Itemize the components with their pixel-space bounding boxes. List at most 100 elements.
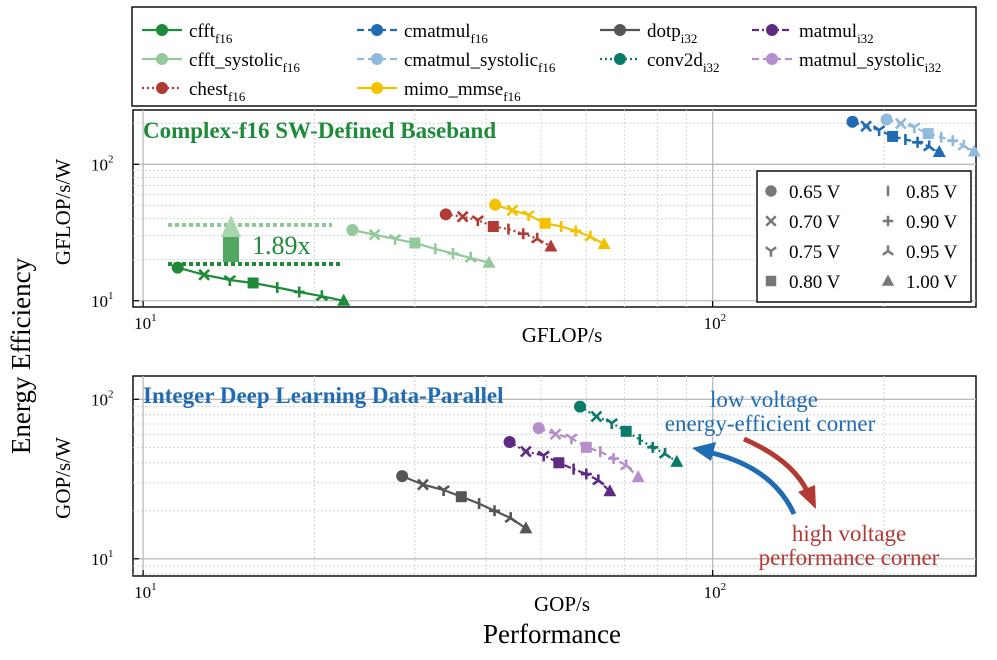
data-point-cfft_systolic_f16	[388, 233, 402, 245]
series-cmatmul_systolic_f16	[880, 113, 981, 157]
data-point-cmatmul_systolic_f16	[880, 113, 893, 126]
low-voltage-label: low voltage	[710, 387, 818, 412]
data-point-dotp_i32	[489, 505, 501, 517]
series-chest_f16	[439, 208, 558, 252]
data-point-conv2d_i32	[647, 441, 659, 453]
voltage-marker-tri_up_thin	[882, 245, 894, 256]
data-point-matmul_i32	[519, 445, 532, 458]
deep-learning-title: Integer Deep Learning Data-Parallel	[143, 383, 503, 408]
legend-label: mimo_mmsef16	[404, 79, 521, 104]
data-point-cmatmul_f16	[922, 140, 936, 152]
legend-marker	[156, 24, 168, 36]
data-point-cfft_f16	[293, 286, 305, 298]
data-point-conv2d_i32	[670, 454, 684, 467]
data-point-cmatmul_systolic_f16	[967, 144, 981, 157]
data-point-dotp_i32	[504, 512, 517, 524]
voltage-label: 1.00 V	[906, 272, 958, 293]
series-cfft_f16	[171, 261, 351, 306]
voltage-marker-x	[765, 215, 777, 227]
data-point-matmul_systolic_i32	[549, 428, 562, 441]
data-point-chest_f16	[530, 232, 544, 244]
voltage-entry: 0.80 V	[765, 272, 841, 293]
voltage-entry: 0.75 V	[765, 242, 841, 263]
legend-entry-mimo_mmse_f16: mimo_mmsef16	[357, 79, 521, 104]
voltage-entry: 0.95 V	[882, 242, 958, 263]
legend-entry-cfft_systolic_f16: cfft_systolicf16	[142, 50, 300, 75]
top-x-tick-label: 101	[134, 312, 157, 333]
voltage-entry: 1.00 V	[881, 272, 958, 293]
corner-annotation: low voltage energy-efficient corner high…	[665, 387, 940, 570]
data-point-cfft_systolic_f16	[368, 228, 381, 241]
energy-corner-label: energy-efficient corner	[665, 411, 876, 436]
data-point-cfft_f16	[171, 261, 184, 274]
data-point-cfft_f16	[198, 268, 211, 281]
data-point-cfft_f16	[223, 274, 237, 286]
performance-corner-label: performance corner	[759, 545, 940, 570]
series-legend: cfftf16 cmatmulf16 dotpi32 matmuli32cfft_sy…	[131, 6, 977, 107]
data-point-chest_f16	[517, 228, 529, 240]
data-point-matmul_i32	[580, 468, 592, 480]
voltage-label: 0.85 V	[906, 182, 958, 203]
voltage-marker-triangle	[881, 274, 895, 286]
data-point-matmul_systolic_i32	[580, 441, 592, 453]
to-performance-arrow	[742, 436, 810, 493]
top-x-tick-label: 102	[704, 312, 727, 333]
voltage-legend: 0.65 V 0.70 V 0.75 V 0.80 V 0.85 V 0.90 V 0.95…	[756, 170, 972, 303]
legend-label: matmul_systolici32	[799, 50, 941, 75]
data-point-mimo_mmse_f16	[584, 230, 597, 242]
legend-marker	[614, 24, 626, 36]
data-point-mimo_mmse_f16	[597, 237, 611, 250]
legend-marker	[614, 53, 626, 65]
top-y-tick-label: 101	[91, 290, 114, 311]
top-y-tick-label: 102	[91, 153, 114, 174]
data-point-cmatmul_systolic_f16	[947, 135, 959, 147]
bottom-y-tick-label: 102	[91, 388, 114, 409]
data-point-cfft_systolic_f16	[482, 255, 496, 268]
data-point-dotp_i32	[437, 484, 450, 496]
data-point-cmatmul_systolic_f16	[894, 117, 907, 130]
data-point-matmul_systolic_i32	[565, 433, 578, 445]
data-point-cmatmul_systolic_f16	[957, 139, 971, 151]
data-point-matmul_systolic_i32	[631, 470, 645, 483]
data-point-cfft_systolic_f16	[409, 237, 421, 249]
series-line-cfft_f16	[177, 266, 344, 302]
data-point-conv2d_i32	[620, 425, 632, 437]
baseband-panel: Complex-f16 SW-Defined Baseband GFLOP/s …	[51, 109, 981, 347]
data-point-cmatmul_f16	[860, 120, 873, 133]
series-matmul_i32	[503, 435, 617, 497]
voltage-marker-plus	[882, 215, 894, 227]
data-point-cmatmul_f16	[846, 115, 859, 128]
data-point-cfft_f16	[247, 277, 259, 289]
baseband-title: Complex-f16 SW-Defined Baseband	[143, 118, 496, 143]
voltage-entry: 0.70 V	[765, 212, 841, 233]
data-point-dotp_i32	[417, 478, 429, 491]
data-point-chest_f16	[456, 210, 469, 223]
legend-label: cfft_systolicf16	[189, 50, 300, 75]
data-point-matmul_i32	[592, 474, 605, 486]
data-point-matmul_i32	[503, 435, 516, 448]
data-point-conv2d_i32	[658, 447, 672, 459]
data-point-dotp_i32	[396, 470, 409, 483]
data-point-chest_f16	[439, 208, 452, 221]
high-voltage-label: high voltage	[792, 521, 906, 546]
improvement-label: 1.89x	[252, 231, 311, 260]
series-dotp_i32	[396, 470, 533, 534]
voltage-label: 0.75 V	[789, 242, 841, 263]
legend-entry-cmatmul_systolic_f16: cmatmul_systolicf16	[357, 50, 556, 75]
legend-marker	[371, 24, 383, 36]
legend-marker	[766, 53, 778, 65]
data-point-mimo_mmse_f16	[489, 198, 502, 211]
figure-xlabel: Performance	[483, 619, 621, 649]
bottom-x-tick-label: 102	[704, 581, 727, 602]
data-point-cmatmul_f16	[872, 125, 886, 137]
data-point-matmul_i32	[553, 457, 565, 469]
voltage-marker-circle	[765, 185, 777, 197]
voltage-entry: 0.85 V	[886, 182, 958, 203]
legend-marker	[371, 82, 383, 94]
series-mimo_mmse_f16	[489, 198, 611, 250]
data-point-cfft_f16	[315, 290, 329, 302]
voltage-marker-square	[765, 275, 777, 287]
data-point-chest_f16	[471, 215, 485, 227]
voltage-label: 0.80 V	[789, 272, 841, 293]
